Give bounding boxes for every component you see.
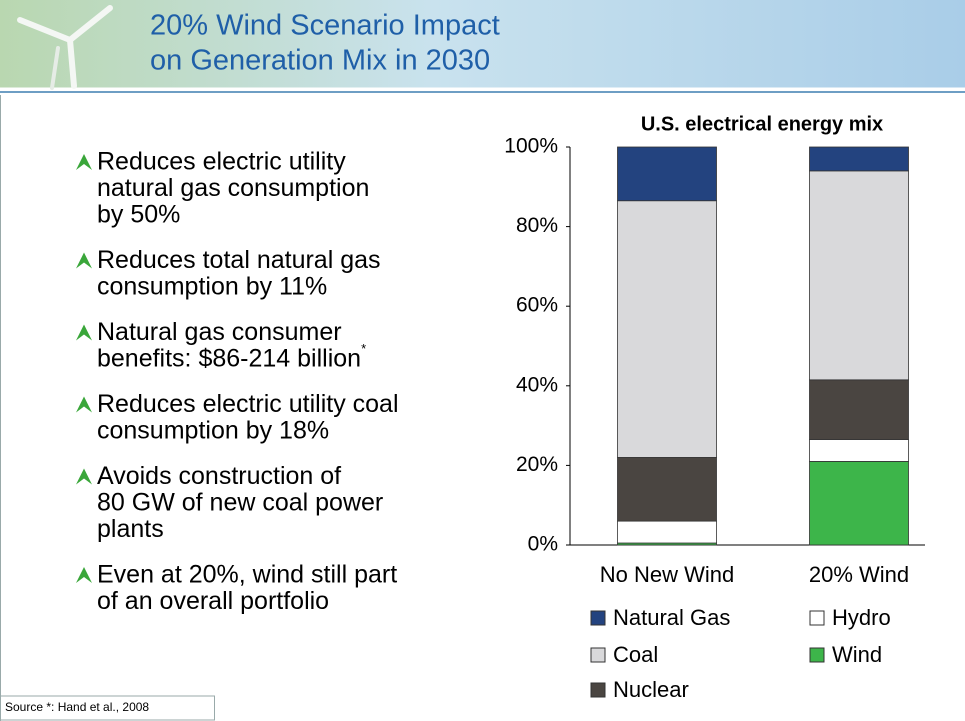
bullet-text: benefits: $86-214 billion* <box>97 341 366 372</box>
x-tick-label: 20% Wind <box>809 562 909 587</box>
bullet-text: Avoids construction of <box>97 462 341 490</box>
bullet-marker <box>76 468 92 485</box>
legend-swatch <box>809 610 825 626</box>
bullet-text: consumption by 18% <box>97 417 329 445</box>
bar-segment <box>809 461 909 546</box>
chart: U.S. electrical energy mix 0% 20% 40% 60% 80%… <box>504 113 925 702</box>
x-tick-label: No New Wind <box>600 562 734 587</box>
bar-segment <box>809 146 909 172</box>
chart-title: U.S. electrical energy mix <box>641 113 883 135</box>
bullet-text: natural gas consumption <box>97 174 369 202</box>
bullet-marker <box>76 324 92 341</box>
bar-segment <box>617 146 717 202</box>
legend-label: Wind <box>832 642 882 667</box>
legend-swatch <box>809 647 825 663</box>
bullet-text: Natural gas consumer <box>97 318 342 346</box>
legend-label: Hydro <box>832 605 891 630</box>
windmill-icon <box>17 5 113 90</box>
bullet-text: Reduces total natural gas <box>97 246 381 274</box>
bar-segment <box>617 457 717 522</box>
bullet-text: plants <box>97 515 164 543</box>
bullet-text: of an overall portfolio <box>97 587 329 615</box>
y-tick-label: 100% <box>504 135 558 158</box>
bar-segment <box>809 439 909 462</box>
header-band <box>0 0 965 88</box>
legend-label: Nuclear <box>613 677 689 702</box>
bullet-text: 80 GW of new coal power <box>97 489 383 517</box>
bar-segment <box>617 520 717 544</box>
source: Source *: Hand et al., 2008 <box>5 700 149 714</box>
bullet-marker <box>76 396 92 413</box>
title-line: 20% Wind Scenario Impact <box>150 10 500 42</box>
bullet-text: Even at 20%, wind still part <box>97 561 397 589</box>
bullet-text: by 50% <box>97 201 180 229</box>
legend-label: Coal <box>613 642 658 667</box>
bullet-text: consumption by 11% <box>97 273 327 301</box>
legend-swatch <box>590 682 606 698</box>
y-tick-label: 0% <box>528 533 558 556</box>
bullet-text: Reduces electric utility <box>97 148 346 176</box>
bar-segment <box>809 379 909 440</box>
source-box <box>0 695 215 721</box>
bar-segment <box>809 170 909 381</box>
legend-swatch <box>590 647 606 663</box>
y-tick-label: 60% <box>516 294 558 317</box>
bar-segment <box>617 200 717 458</box>
bullet-marker <box>76 154 92 170</box>
y-tick-label: 20% <box>516 453 558 476</box>
bullet-marker <box>76 567 92 583</box>
y-tick-label: 80% <box>516 214 558 237</box>
legend-swatch <box>590 610 606 626</box>
y-tick-label: 40% <box>516 373 558 396</box>
footnote-marker: * <box>361 341 366 356</box>
title-line: on Generation Mix in 2030 <box>150 45 490 77</box>
bullet-marker <box>76 252 92 269</box>
bullet-text: Reduces electric utility coal <box>97 390 399 418</box>
legend-label: Natural Gas <box>613 605 730 630</box>
